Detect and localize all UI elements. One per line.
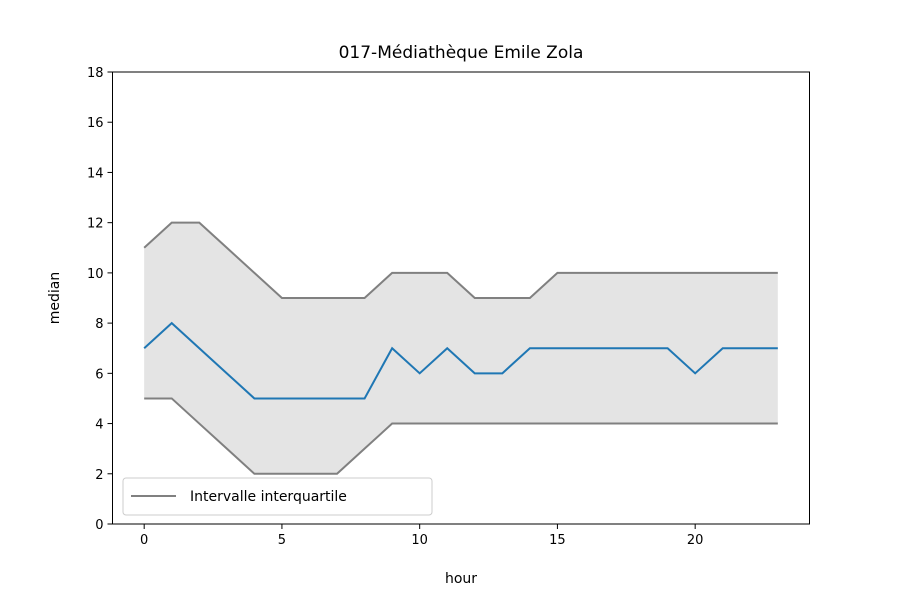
y-tick-label: 16 [87,116,104,131]
y-tick-label: 0 [95,518,103,533]
y-axis-label: median [47,272,63,324]
upper-quartile-line [143,221,778,299]
x-tick-label: 5 [278,533,286,548]
legend-box [122,477,433,516]
y-tick-label: 6 [95,367,103,382]
x-tick-label: 0 [140,533,148,548]
y-tick-label: 18 [87,66,104,81]
y-tick-label: 12 [87,217,104,232]
legend: Intervalle interquartile [122,477,433,516]
plot-frame [112,71,810,525]
y-tick-label: 14 [87,166,104,181]
x-tick-label: 15 [549,533,566,548]
y-axis: 0 2 4 6 8 10 12 14 16 18 [87,66,113,533]
chart-title: 017-Médiathèque Emile Zola [339,43,584,63]
x-axis: 0 5 10 15 20 [140,524,703,548]
iqr-band [144,222,778,474]
y-tick-label: 4 [95,418,103,433]
y-tick-label: 2 [95,468,103,483]
x-tick-label: 10 [411,533,428,548]
y-tick-label: 8 [95,317,103,332]
legend-label: Intervalle interquartile [190,489,347,505]
median-line [143,321,778,400]
plot-area [143,221,778,475]
x-axis-label: hour [445,571,477,587]
y-tick-label: 10 [87,267,104,282]
lower-quartile-line [144,397,778,475]
x-tick-label: 20 [687,533,704,548]
